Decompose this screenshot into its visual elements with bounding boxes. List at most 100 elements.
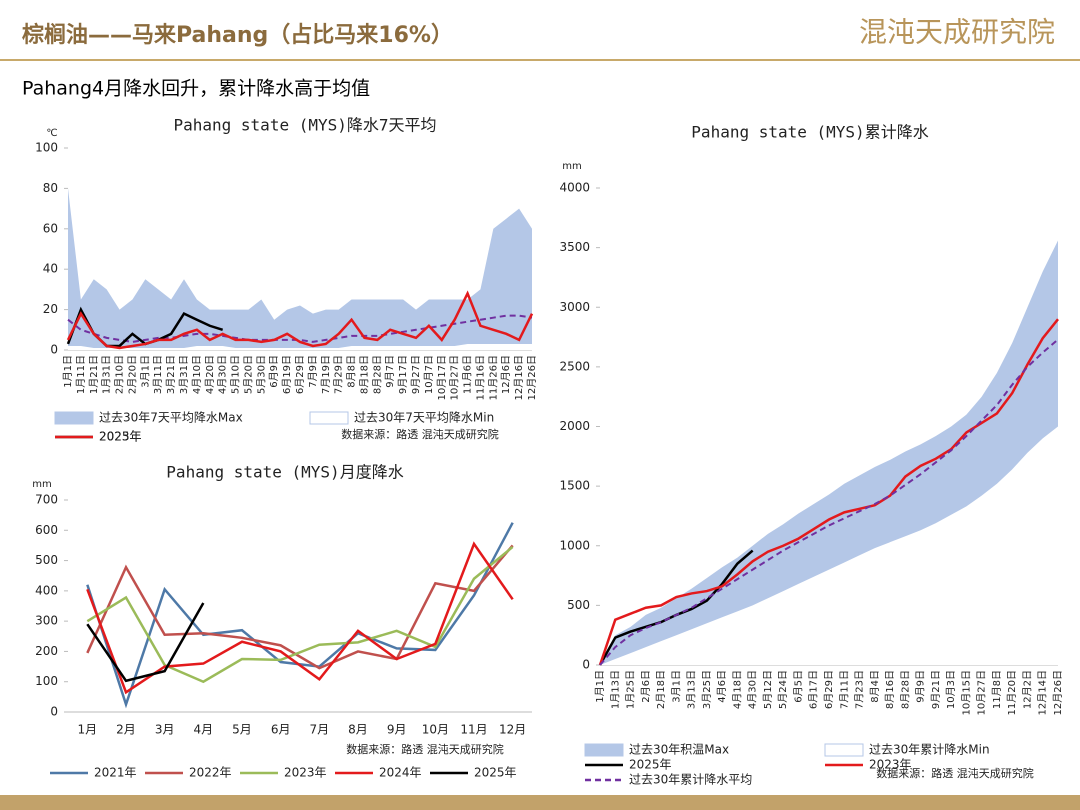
y-tick-label: 60: [43, 221, 58, 235]
x-tick-label: 8月16日: [884, 670, 896, 709]
x-tick-label: 3月: [155, 723, 175, 737]
x-tick-label: 11月8日: [991, 670, 1003, 709]
y-axis-unit: mm: [32, 479, 51, 490]
x-tick-label: 12月6日: [500, 355, 512, 394]
logo: 混沌天成研究院: [859, 16, 1055, 49]
y-tick-label: 3500: [559, 240, 590, 254]
x-tick-label: 10月7日: [423, 355, 435, 394]
x-tick-label: 2月: [116, 723, 136, 737]
x-tick-label: 5月: [232, 723, 252, 737]
y-tick-label: 0: [582, 658, 590, 672]
x-tick-label: 3月11日: [152, 355, 164, 394]
line: [86, 541, 514, 695]
y-tick-label: 500: [567, 598, 590, 612]
line: [86, 545, 514, 684]
x-tick-label: 9月9日: [915, 670, 927, 703]
x-tick-label: 12月2日: [1021, 670, 1033, 709]
x-tick-label: 2月20日: [126, 355, 138, 394]
x-tick-label: 10月17日: [436, 355, 448, 400]
subtitle: Pahang4月降水回升，累计降水高于均值: [22, 78, 370, 100]
x-tick-label: 7月11日: [838, 670, 850, 709]
legend-swatch: [309, 411, 349, 425]
footer-bar: [0, 795, 1080, 810]
x-tick-label: 12月26日: [1052, 670, 1064, 715]
x-tick-label: 6月29日: [294, 355, 306, 394]
legend-label: 2023年: [99, 430, 142, 444]
legend-label: 2021年: [94, 766, 137, 780]
x-tick-label: 12月: [499, 723, 526, 737]
x-tick-label: 7月23日: [854, 670, 866, 709]
y-tick-label: 2000: [559, 419, 590, 433]
legend-swatch: [54, 411, 94, 425]
x-tick-label: 9月27日: [410, 355, 422, 394]
x-tick-label: 6月29日: [823, 670, 835, 709]
legend-label: 过去30年积温Max: [629, 743, 729, 757]
legend-label: 2024年: [379, 766, 422, 780]
x-tick-label: 1月21日: [88, 355, 100, 394]
x-tick-label: 8月28日: [371, 355, 383, 394]
y-tick-label: 100: [35, 674, 58, 688]
x-tick-label: 8月8日: [346, 355, 358, 388]
y-tick-label: 0: [50, 343, 58, 357]
area: [68, 343, 532, 350]
x-tick-label: 7月9日: [307, 355, 319, 388]
x-tick-label: 5月10日: [230, 355, 242, 394]
x-tick-label: 6月17日: [808, 670, 820, 709]
x-tick-label: 2月6日: [640, 670, 652, 703]
y-tick-label: 1000: [559, 538, 590, 552]
legend-label: 过去30年7天平均降水Min: [354, 411, 494, 425]
y-tick-label: 4000: [559, 181, 590, 195]
x-tick-label: 5月20日: [242, 355, 254, 394]
x-tick-label: 12月26日: [526, 355, 538, 400]
x-tick-label: 6月9日: [268, 355, 280, 388]
legend-label: 2023年: [284, 766, 327, 780]
y-tick-label: 80: [43, 181, 58, 195]
x-tick-label: 1月11日: [75, 355, 87, 394]
legend-label: 2025年: [99, 430, 142, 444]
source: 数据来源：路透 混沌天成研究院: [341, 427, 499, 441]
y-tick-label: 700: [35, 493, 58, 507]
x-tick-label: 12月16日: [513, 355, 525, 400]
x-tick-label: 3月1日: [139, 355, 151, 388]
x-tick-label: 11月20日: [1006, 670, 1018, 715]
x-tick-label: 1月25日: [625, 670, 637, 709]
x-tick-label: 10月: [422, 723, 449, 737]
legend-label: 过去30年累计降水平均: [629, 773, 752, 787]
y-tick-label: 40: [43, 262, 58, 276]
x-tick-label: 8月28日: [899, 670, 911, 709]
source: 数据来源：路透 混沌天成研究院: [876, 766, 1034, 780]
x-tick-label: 9月7日: [384, 355, 396, 388]
chart-title: Pahang state (MYS)累计降水: [691, 123, 928, 142]
x-tick-label: 11月: [460, 723, 487, 737]
x-tick-label: 5月30日: [255, 355, 267, 394]
y-tick-label: 20: [43, 302, 58, 316]
x-tick-label: 1月: [78, 723, 98, 737]
x-tick-label: 9月: [387, 723, 407, 737]
y-tick-label: 100: [35, 141, 58, 155]
x-tick-label: 2月10日: [114, 355, 126, 394]
x-tick-label: 1月31日: [101, 355, 113, 394]
x-tick-label: 10月3日: [945, 670, 957, 709]
y-tick-label: 500: [35, 553, 58, 567]
x-tick-label: 8月: [348, 723, 368, 737]
x-tick-label: 1月1日: [594, 670, 606, 703]
y-axis-unit: mm: [562, 161, 581, 172]
x-tick-label: 4月20日: [204, 355, 216, 394]
x-tick-label: 1月13日: [609, 670, 621, 709]
x-tick-label: 6月: [271, 723, 291, 737]
x-tick-label: 6月5日: [792, 670, 804, 703]
x-tick-label: 2月18日: [655, 670, 667, 709]
y-tick-label: 400: [35, 583, 58, 597]
legend-label: 2022年: [189, 766, 232, 780]
x-tick-label: 11月6日: [462, 355, 474, 394]
x-tick-label: 4月30日: [217, 355, 229, 394]
x-tick-label: 8月4日: [869, 670, 881, 703]
x-tick-label: 7月19日: [320, 355, 332, 394]
x-tick-label: 10月27日: [449, 355, 461, 400]
x-tick-label: 12月14日: [1037, 670, 1049, 715]
x-tick-label: 7月: [310, 723, 330, 737]
legend-label: 过去30年累计降水Min: [869, 743, 990, 757]
chart-title: Pahang state (MYS)月度降水: [166, 463, 403, 482]
x-tick-label: 4月18日: [731, 670, 743, 709]
x-tick-label: 6月19日: [281, 355, 293, 394]
